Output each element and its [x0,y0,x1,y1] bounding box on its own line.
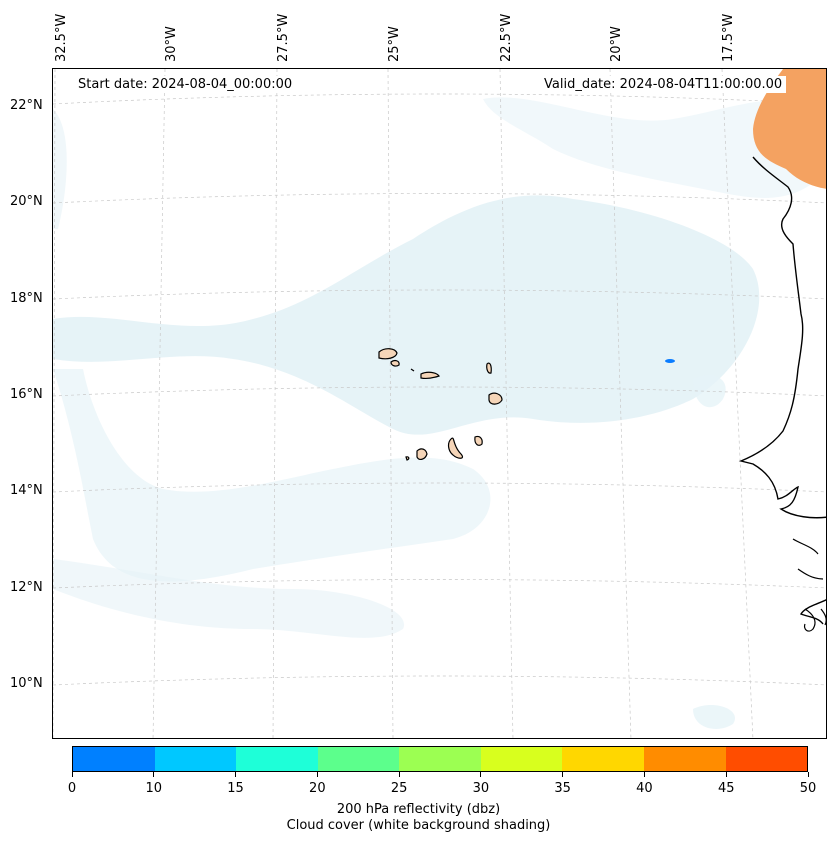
colorbar-tick [398,772,400,777]
colorbar-segment [73,747,155,771]
colorbar-tick [153,772,155,777]
cape-verde-islands [378,348,503,461]
map-canvas [53,69,826,738]
colorbar-tick-label: 20 [309,781,326,796]
colorbar-tick [807,772,809,777]
colorbar-tick [643,772,645,777]
lat-label: 20°N [10,194,43,209]
start-date-label: Start date: 2024-08-04_00:00:00 [74,76,297,93]
colorbar-tick-label: 0 [67,781,77,796]
colorbar-segment [154,747,237,771]
reflectivity-colorbar [72,746,808,772]
colorbar-segment [236,747,318,771]
colorbar-segment [399,747,481,771]
lon-label: 25°W [387,26,402,62]
colorbar-tick-label: 25 [390,781,408,796]
colorbar-sublabel: Cloud cover (white background shading) [286,818,551,833]
valid-date-label: Valid_date: 2024-08-04T11:00:00.00 [540,76,787,93]
colorbar-tick [71,772,73,777]
lon-label: 20°W [609,26,624,62]
lat-label: 12°N [10,580,43,595]
lon-label: 27.5°W [276,13,291,62]
lat-label: 14°N [10,483,43,498]
reflectivity-high-region [753,69,826,189]
lon-label: 30°W [164,26,179,62]
coastline [738,156,826,625]
lat-label: 18°N [10,291,43,306]
colorbar-tick [480,772,482,777]
lon-label: 32.5°W [54,13,69,62]
reflectivity-spot [665,359,675,363]
colorbar-segment [317,747,400,771]
colorbar-label: 200 hPa reflectivity (dbz) [336,802,501,817]
lat-label: 10°N [10,676,43,691]
coastal-islets [792,538,826,632]
lat-label: 22°N [10,98,43,113]
colorbar-tick [562,772,564,777]
colorbar-tick-label: 15 [227,781,244,796]
colorbar-segment [643,747,726,771]
lon-label: 22.5°W [499,13,514,62]
colorbar-tick-label: 45 [717,781,735,796]
colorbar-tick-label: 40 [636,781,653,796]
lat-label: 16°N [10,387,43,402]
colorbar-tick [316,772,318,777]
colorbar-tick [235,772,237,777]
graticule [53,69,826,738]
colorbar-tick-label: 35 [554,781,571,796]
colorbar-tick-label: 50 [799,781,817,796]
colorbar-segment [725,747,808,771]
lon-label: 17.5°W [721,13,736,62]
colorbar-tick-label: 30 [472,781,490,796]
colorbar-segment [562,747,644,771]
cloud-cover [53,97,826,729]
map-panel [52,68,827,739]
colorbar-tick [725,772,727,777]
colorbar-segment [480,747,563,771]
colorbar-tick-label: 10 [145,781,163,796]
